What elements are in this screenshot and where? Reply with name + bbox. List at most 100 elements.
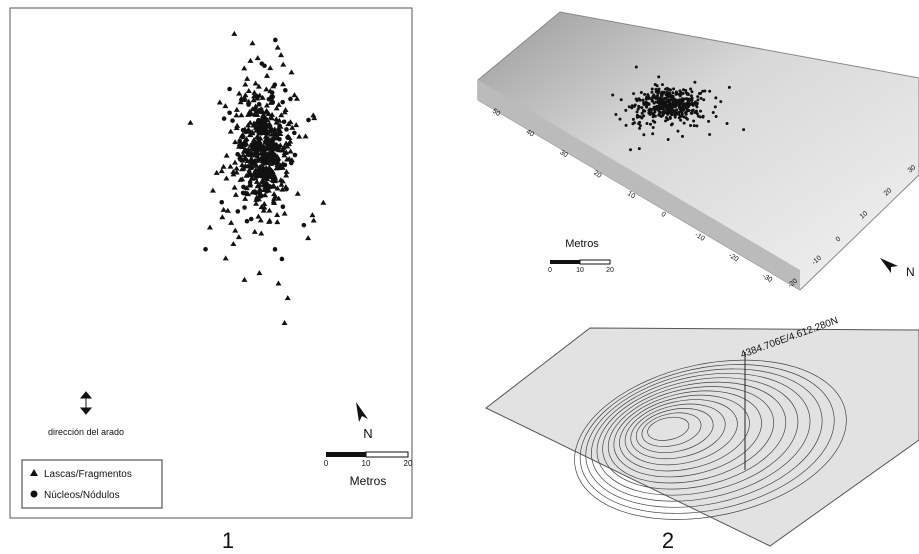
- surface-point: [681, 135, 684, 138]
- surface-point: [670, 106, 673, 109]
- circle-point: [283, 88, 288, 93]
- surface-point: [635, 66, 638, 69]
- surface-point: [673, 109, 676, 112]
- circle-point: [306, 118, 311, 123]
- circle-point: [260, 115, 265, 120]
- surface-point: [672, 87, 675, 90]
- plow-label: dirección del arado: [48, 427, 124, 437]
- axis-label: -20: [727, 252, 739, 263]
- surface-point: [636, 114, 639, 117]
- surface-point: [707, 120, 710, 123]
- surface-point: [652, 126, 655, 129]
- surface-point: [667, 138, 670, 141]
- circle-point: [260, 61, 265, 66]
- surface-point: [656, 108, 659, 111]
- surface-point: [670, 123, 673, 126]
- surface-point: [693, 124, 696, 127]
- surface-point: [664, 101, 667, 104]
- surface-point: [688, 103, 691, 106]
- circle-point: [230, 118, 235, 123]
- surface-point: [645, 96, 648, 99]
- surface-point: [645, 122, 648, 125]
- surface-point: [646, 93, 649, 96]
- surface-point: [636, 99, 639, 102]
- surface-point: [639, 99, 642, 102]
- surface-point: [629, 148, 632, 151]
- surface-point: [632, 92, 635, 95]
- surface-point: [715, 115, 718, 118]
- surface-point: [640, 91, 643, 94]
- circle-point: [236, 209, 241, 214]
- circle-point: [255, 168, 260, 173]
- scale-unit: Metros: [565, 238, 599, 250]
- surface-point: [674, 93, 677, 96]
- surface-point: [682, 88, 685, 91]
- scale-bar: [326, 452, 366, 457]
- surface-point: [689, 124, 692, 127]
- panel-label: 1: [222, 528, 234, 553]
- surface-point: [714, 105, 717, 108]
- scale-unit: Metros: [350, 474, 387, 488]
- surface-point: [686, 97, 689, 100]
- north-label: N: [906, 265, 915, 279]
- surface-point: [651, 87, 654, 90]
- surface-point: [668, 100, 671, 103]
- surface-point: [726, 122, 729, 125]
- surface-point: [728, 86, 731, 89]
- surface-point: [698, 92, 701, 95]
- surface-point: [681, 103, 684, 106]
- surface-point: [624, 109, 627, 112]
- surface-point: [638, 106, 641, 109]
- circle-point: [288, 97, 293, 102]
- scale-tick: 10: [362, 459, 371, 468]
- surface-point: [699, 97, 702, 100]
- figure: dirección del arado N 0 10 20 Metros Las…: [0, 0, 919, 554]
- surface-point: [656, 94, 659, 97]
- circle-point: [275, 159, 280, 164]
- surface-point: [648, 107, 651, 110]
- axis-label: 0: [660, 211, 667, 219]
- surface-point: [694, 100, 697, 103]
- surface-point: [663, 111, 666, 114]
- circle-point: [257, 108, 262, 113]
- axis-label: -30: [761, 273, 773, 284]
- surface-point: [657, 105, 660, 108]
- circle-point: [241, 185, 246, 190]
- circle-point: [273, 247, 278, 252]
- surface-point: [666, 91, 669, 94]
- surface-point: [694, 111, 697, 114]
- surface-point: [665, 105, 668, 108]
- surface-point: [681, 110, 684, 113]
- surface-point: [695, 124, 698, 127]
- surface-point: [625, 124, 628, 127]
- surface-point: [652, 94, 655, 97]
- surface-point: [685, 116, 688, 119]
- surface-point: [665, 116, 668, 119]
- surface-point: [651, 97, 654, 100]
- surface-point: [659, 111, 662, 114]
- circle-point: [280, 257, 285, 262]
- circle-point: [257, 102, 262, 107]
- surface-point: [699, 110, 702, 113]
- surface-point: [652, 119, 655, 122]
- surface-point: [702, 115, 705, 118]
- surface-point: [702, 98, 705, 101]
- circle-point: [270, 90, 275, 95]
- surface-point: [675, 103, 678, 106]
- surface-point: [719, 100, 722, 103]
- circle-point: [219, 200, 224, 205]
- surface-point: [645, 103, 648, 106]
- panel-label: 2: [662, 528, 674, 553]
- surface-point: [673, 113, 676, 116]
- surface-point: [637, 122, 640, 125]
- circle-point: [247, 169, 252, 174]
- surface-point: [689, 87, 692, 90]
- surface-point: [614, 113, 617, 116]
- surface-point: [672, 95, 675, 98]
- surface-point: [660, 115, 663, 118]
- surface-point: [679, 119, 682, 122]
- circle-point: [254, 191, 259, 196]
- circle-point: [273, 38, 278, 43]
- circle-point: [267, 173, 272, 178]
- surface-point: [634, 104, 637, 107]
